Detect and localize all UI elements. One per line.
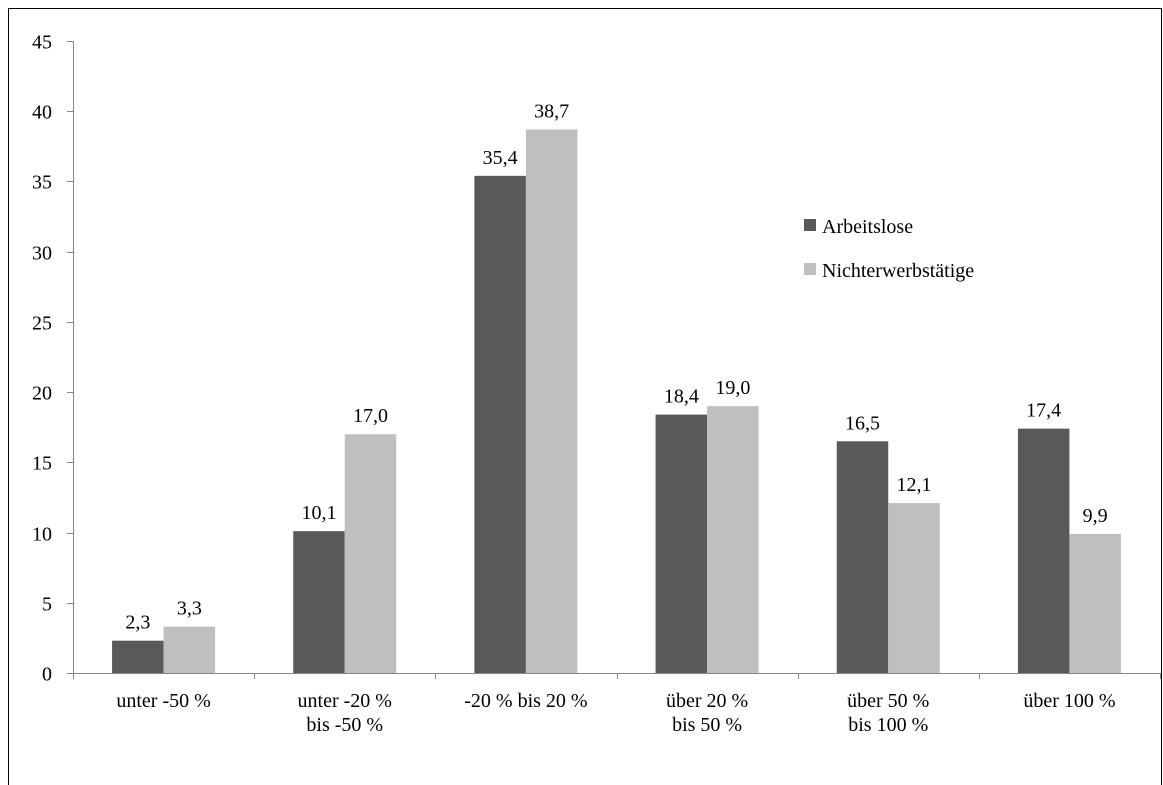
bar xyxy=(474,175,526,673)
value-label: 12,1 xyxy=(897,474,932,496)
value-label: 3,3 xyxy=(177,598,202,620)
y-tick-label: 45 xyxy=(32,32,52,54)
y-tick-label: 20 xyxy=(32,383,52,405)
bar xyxy=(525,129,578,674)
bar xyxy=(888,503,940,673)
x-tick-label: -20 % bis 20 % xyxy=(464,690,587,712)
y-tick-label: 0 xyxy=(42,664,52,686)
y-tick-label: 35 xyxy=(32,172,52,194)
y-tick-label: 15 xyxy=(32,453,52,475)
value-label: 2,3 xyxy=(125,612,150,634)
x-tick-label: über 50 % bis 100 % xyxy=(847,690,929,736)
value-label: 17,0 xyxy=(353,405,388,427)
x-tick-label: über 20 % bis 50 % xyxy=(666,690,748,736)
bar xyxy=(1069,533,1121,673)
bar xyxy=(1017,428,1070,673)
bar xyxy=(344,434,397,673)
x-tick-label: unter -20 % bis -50 % xyxy=(298,690,392,736)
x-tick-label: über 100 % xyxy=(1023,690,1115,712)
y-tick-label: 25 xyxy=(32,313,52,335)
value-label: 10,1 xyxy=(302,502,337,524)
bar xyxy=(293,531,345,673)
legend-swatch xyxy=(804,219,816,231)
bar xyxy=(163,626,216,673)
bar xyxy=(112,640,164,673)
y-tick-label: 10 xyxy=(32,524,52,546)
y-tick-label: 40 xyxy=(32,102,52,124)
value-label: 38,7 xyxy=(534,100,569,122)
value-label: 16,5 xyxy=(845,412,880,434)
y-tick-label: 5 xyxy=(42,594,52,616)
value-label: 19,0 xyxy=(715,377,750,399)
x-tick-label: unter -50 % xyxy=(116,690,210,712)
value-label: 9,9 xyxy=(1083,505,1108,527)
chart-frame xyxy=(8,8,1162,785)
value-label: 17,4 xyxy=(1026,400,1061,422)
y-tick-label: 30 xyxy=(32,243,52,265)
bar xyxy=(836,441,889,673)
bar xyxy=(655,414,708,673)
legend-label: Arbeitslose xyxy=(822,216,913,238)
legend-swatch xyxy=(804,263,816,275)
value-label: 35,4 xyxy=(483,147,518,169)
bar xyxy=(707,406,759,673)
value-label: 18,4 xyxy=(664,386,699,408)
legend-label: Nichterwerbstätige xyxy=(822,260,974,282)
